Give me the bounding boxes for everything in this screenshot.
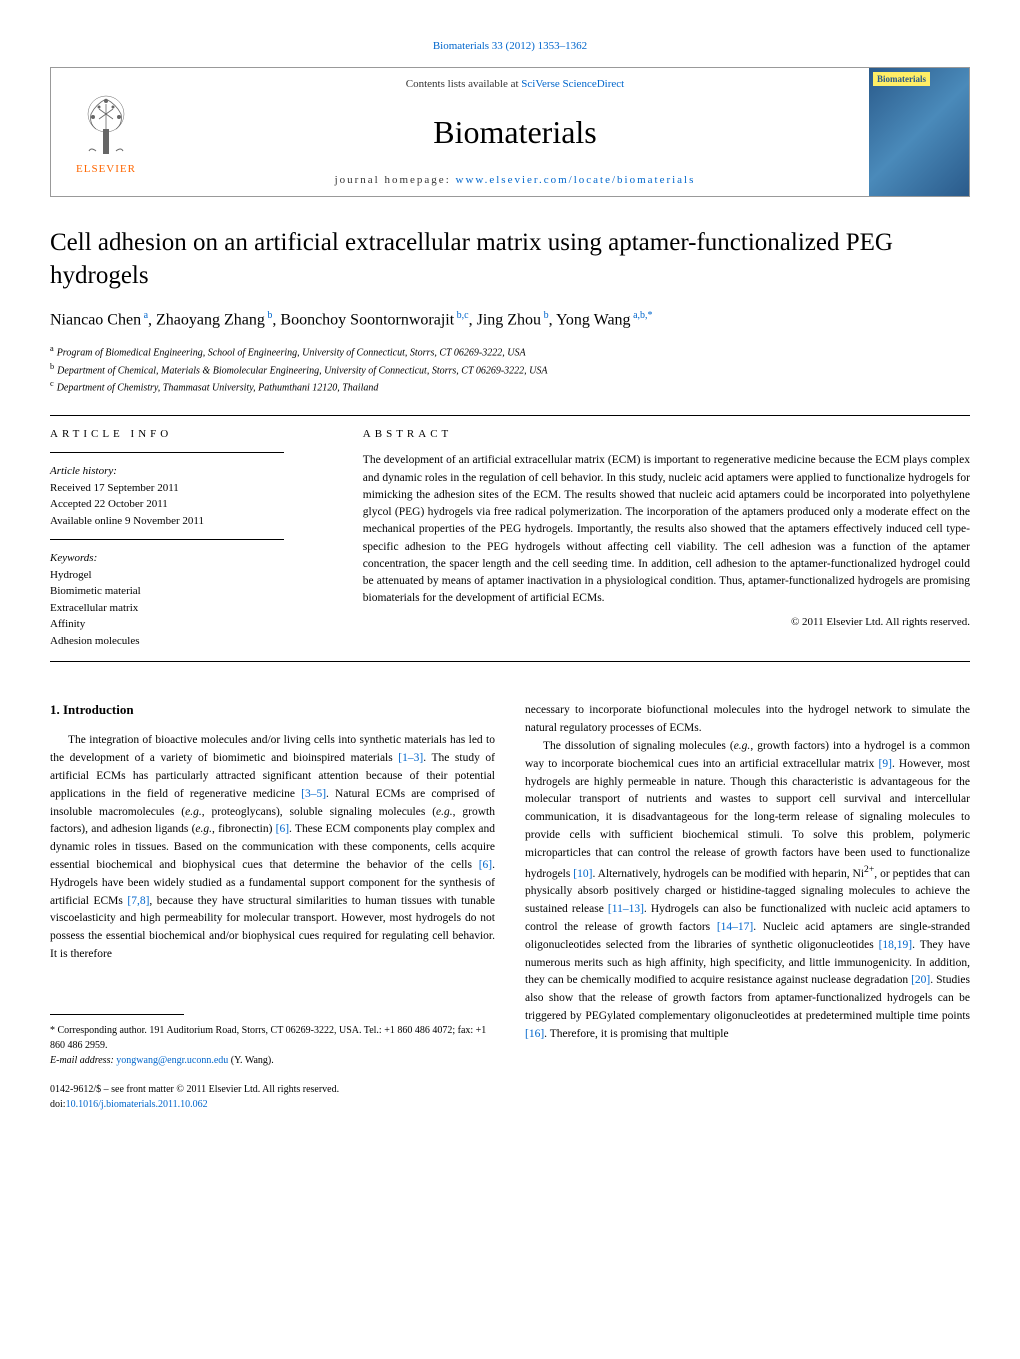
corresponding-author: * Corresponding author. 191 Auditorium R… [50, 1023, 495, 1053]
abstract-text: The development of an artificial extrace… [363, 452, 970, 607]
journal-cover: Biomaterials [869, 68, 969, 196]
ref-link[interactable]: [20] [911, 974, 930, 986]
keywords-block: Keywords: Hydrogel Biomimetic material E… [50, 550, 343, 649]
publisher-name: ELSEVIER [76, 163, 136, 175]
article-info-heading: ARTICLE INFO [50, 428, 343, 440]
contents-line: Contents lists available at SciVerse Sci… [161, 78, 869, 90]
accepted-date: Accepted 22 October 2011 [50, 496, 343, 513]
column-right: necessary to incorporate biofunctional m… [525, 702, 970, 1112]
email-line: E-mail address: yongwang@engr.uconn.edu … [50, 1053, 495, 1068]
history-label: Article history: [50, 463, 343, 480]
keyword: Adhesion molecules [50, 633, 343, 650]
article-history: Article history: Received 17 September 2… [50, 463, 343, 529]
divider [50, 452, 284, 453]
keywords-label: Keywords: [50, 550, 343, 567]
keyword: Extracellular matrix [50, 600, 343, 617]
divider [50, 539, 284, 540]
affiliation-c: cDepartment of Chemistry, Thammasat Univ… [50, 378, 970, 395]
ref-link[interactable]: [16] [525, 1028, 544, 1040]
available-date: Available online 9 November 2011 [50, 513, 343, 530]
journal-ref-link[interactable]: Biomaterials 33 (2012) 1353–1362 [433, 40, 587, 52]
ref-link[interactable]: [14–17] [717, 921, 753, 933]
journal-name: Biomaterials [161, 114, 869, 151]
journal-reference: Biomaterials 33 (2012) 1353–1362 [50, 40, 970, 52]
issn-line: 0142-9612/$ – see front matter © 2011 El… [50, 1082, 495, 1097]
body-paragraph: The integration of bioactive molecules a… [50, 732, 495, 964]
authors: Niancao Chen a, Zhaoyang Zhang b, Boonch… [50, 310, 970, 329]
ref-link[interactable]: [11–13] [608, 903, 644, 915]
email-label: E-mail address: [50, 1055, 116, 1066]
homepage-link[interactable]: www.elsevier.com/locate/biomaterials [456, 174, 696, 186]
keyword: Biomimetic material [50, 583, 343, 600]
doi-link[interactable]: 10.1016/j.biomaterials.2011.10.062 [66, 1099, 208, 1110]
abstract: ABSTRACT The development of an artificia… [363, 416, 970, 661]
affiliation-b: bDepartment of Chemical, Materials & Bio… [50, 361, 970, 378]
affiliation-a: aProgram of Biomedical Engineering, Scho… [50, 343, 970, 360]
body-paragraph: necessary to incorporate biofunctional m… [525, 702, 970, 738]
keyword: Affinity [50, 616, 343, 633]
contents-prefix: Contents lists available at [406, 78, 521, 90]
publisher-logo: ELSEVIER [51, 68, 161, 196]
email-suffix: (Y. Wang). [228, 1055, 274, 1066]
ref-link[interactable]: [9] [879, 758, 892, 770]
ref-link[interactable]: [18,19] [879, 939, 913, 951]
email-link[interactable]: yongwang@engr.uconn.edu [116, 1055, 228, 1066]
keyword: Hydrogel [50, 567, 343, 584]
abstract-heading: ABSTRACT [363, 428, 970, 440]
ref-link[interactable]: [1–3] [398, 752, 423, 764]
column-left: 1. Introduction The integration of bioac… [50, 702, 495, 1112]
received-date: Received 17 September 2011 [50, 480, 343, 497]
ref-link[interactable]: [10] [573, 867, 592, 879]
cover-label: Biomaterials [873, 72, 930, 86]
body-paragraph: The dissolution of signaling molecules (… [525, 738, 970, 1044]
footnote-separator [50, 1014, 184, 1015]
header-center: Contents lists available at SciVerse Sci… [161, 68, 869, 196]
sciencedirect-link[interactable]: SciVerse ScienceDirect [521, 78, 624, 90]
homepage-prefix: journal homepage: [335, 174, 456, 186]
body-columns: 1. Introduction The integration of bioac… [50, 702, 970, 1112]
ref-link[interactable]: [6] [276, 823, 289, 835]
doi-line: doi:10.1016/j.biomaterials.2011.10.062 [50, 1097, 495, 1112]
copyright: © 2011 Elsevier Ltd. All rights reserved… [363, 616, 970, 628]
info-abstract-block: ARTICLE INFO Article history: Received 1… [50, 415, 970, 662]
homepage-line: journal homepage: www.elsevier.com/locat… [161, 174, 869, 186]
introduction-heading: 1. Introduction [50, 702, 495, 718]
ref-link[interactable]: [7,8] [127, 895, 149, 907]
elsevier-tree-icon [71, 89, 141, 159]
article-info: ARTICLE INFO Article history: Received 1… [50, 416, 363, 661]
ref-link[interactable]: [3–5] [301, 788, 326, 800]
ref-link[interactable]: [6] [479, 859, 492, 871]
article-title: Cell adhesion on an artificial extracell… [50, 227, 970, 292]
header-box: ELSEVIER Contents lists available at Sci… [50, 67, 970, 197]
bottom-info: 0142-9612/$ – see front matter © 2011 El… [50, 1082, 495, 1112]
affiliations: aProgram of Biomedical Engineering, Scho… [50, 343, 970, 395]
